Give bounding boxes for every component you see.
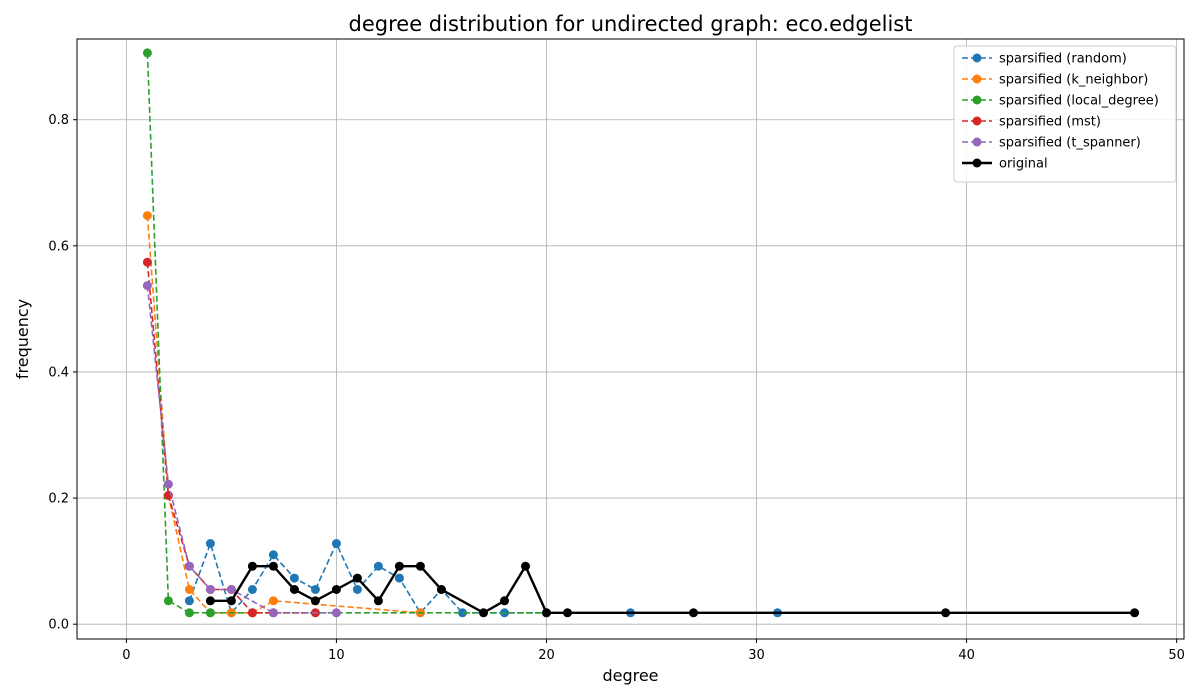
data-point [436, 585, 446, 594]
data-point [142, 48, 152, 58]
legend-label: sparsified (k_neighbor) [999, 73, 1148, 88]
legend-box [953, 45, 1177, 183]
data-point [268, 608, 278, 618]
y-tick-label: 0.2 [48, 492, 69, 507]
data-point [394, 561, 404, 571]
data-point [247, 585, 257, 594]
legend-label: original [999, 157, 1048, 172]
data-point [205, 539, 215, 548]
data-point [205, 585, 215, 594]
y-tick-label: 0.8 [48, 113, 69, 128]
data-point [563, 608, 572, 618]
x-tick-label: 30 [748, 648, 765, 663]
axis-ticks: 0 10 20 30 40 50 0.0 0.2 0.4 0.6 0.8 [48, 113, 1185, 663]
data-point [247, 561, 257, 571]
data-point [331, 585, 341, 594]
data-point [331, 539, 341, 548]
legend-marker [972, 53, 982, 63]
data-point [184, 585, 194, 594]
y-tick-label: 0.0 [48, 618, 69, 633]
data-point [184, 608, 194, 618]
data-point [373, 596, 383, 606]
legend-marker [972, 95, 982, 105]
legend: sparsified (random) sparsified (k_neighbo… [953, 45, 1177, 183]
data-point [941, 608, 951, 618]
data-point [500, 596, 509, 606]
x-tick-label: 40 [958, 648, 975, 663]
y-axis-label: frequency [13, 299, 32, 379]
data-point [373, 561, 383, 571]
legend-item: sparsified (mst) [962, 115, 1101, 130]
data-point [163, 596, 173, 606]
data-point [142, 281, 152, 291]
data-point [352, 573, 362, 583]
data-point [268, 561, 278, 571]
data-point [415, 561, 425, 571]
legend-item: sparsified (k_neighbor) [962, 73, 1148, 88]
legend-marker [972, 137, 982, 147]
legend-label: sparsified (t_spanner) [999, 136, 1141, 151]
data-point [479, 608, 488, 618]
x-tick-label: 10 [328, 648, 345, 663]
data-point [184, 561, 194, 571]
x-axis-label: degree [602, 666, 658, 685]
x-tick-label: 0 [122, 648, 130, 663]
data-point [268, 596, 278, 606]
data-point [226, 596, 236, 606]
data-point [205, 608, 215, 618]
data-point [142, 257, 152, 267]
legend-item: sparsified (random) [962, 52, 1127, 67]
data-point [310, 585, 320, 594]
y-tick-label: 0.6 [48, 239, 69, 254]
x-tick-label: 50 [1168, 648, 1185, 663]
data-point [331, 608, 341, 618]
data-point [184, 596, 194, 606]
x-tick-label: 20 [538, 648, 555, 663]
data-point [394, 573, 404, 583]
plot-frame [76, 38, 1185, 640]
data-point [689, 608, 698, 618]
legend-item: sparsified (t_spanner) [962, 136, 1141, 151]
plot-series [142, 48, 1140, 618]
legend-marker [972, 158, 982, 168]
legend-label: sparsified (random) [999, 52, 1127, 67]
legend-item: original [962, 157, 1048, 172]
series-4 [142, 281, 341, 618]
data-point [289, 585, 299, 594]
legend-marker [972, 116, 982, 126]
data-point [521, 561, 530, 571]
y-tick-label: 0.4 [48, 365, 69, 380]
legend-item: sparsified (local_degree) [962, 94, 1159, 109]
data-point [458, 608, 467, 618]
legend-label: sparsified (mst) [999, 115, 1101, 130]
data-point [226, 585, 236, 594]
data-point [205, 596, 215, 606]
chart-title: degree distribution for undirected graph… [349, 12, 913, 36]
data-point [1130, 608, 1140, 618]
data-point [268, 550, 278, 560]
data-point [163, 479, 173, 489]
data-point [542, 608, 551, 618]
data-point [142, 211, 152, 221]
legend-marker [972, 74, 982, 84]
data-point [310, 596, 320, 606]
data-point [289, 573, 299, 583]
legend-label: sparsified (local_degree) [999, 94, 1159, 109]
data-point [247, 608, 257, 618]
data-point [352, 585, 362, 594]
series-5 [205, 561, 1140, 618]
